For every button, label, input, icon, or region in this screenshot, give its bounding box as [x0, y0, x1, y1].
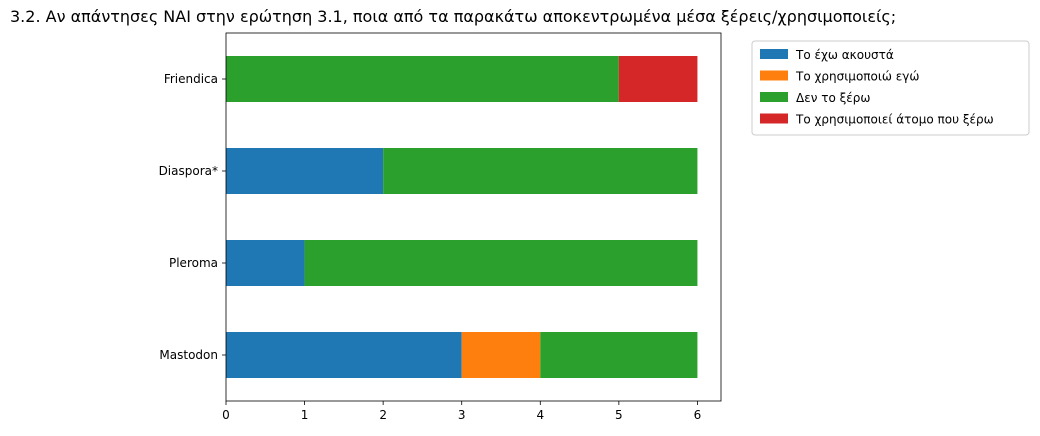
- legend-swatch-1: [760, 70, 788, 81]
- plot-area: 0 1 2 3 4 5 6 Mastodon Pleroma Diaspora* Friendica: [159, 32, 722, 422]
- bar-diaspora-series-0: [226, 148, 384, 194]
- legend-label-1: Το χρησιμοποιώ εγώ: [795, 70, 919, 84]
- bar-diaspora-series-2: [383, 148, 698, 194]
- y-tick-label-2: Diaspora*: [159, 164, 218, 178]
- x-tick-label-0: 0: [222, 408, 230, 422]
- x-tick-label-3: 3: [458, 408, 466, 422]
- bar-mastodon-series-1: [461, 332, 541, 378]
- legend-label-3: Το χρησιμοποιεί άτομο που ξέρω: [795, 113, 994, 127]
- legend-swatch-0: [760, 49, 788, 59]
- legend-swatch-2: [760, 92, 788, 102]
- y-tick-label-3: Friendica: [164, 72, 218, 86]
- x-tick-label-5: 5: [615, 408, 623, 422]
- y-tick-label-0: Mastodon: [159, 348, 218, 362]
- x-tick-label-1: 1: [301, 408, 309, 422]
- bar-friendica-series-3: [618, 56, 698, 102]
- bar-pleroma-series-2: [304, 240, 698, 286]
- legend-swatch-3: [760, 113, 788, 124]
- bar-mastodon-series-0: [226, 332, 462, 378]
- bar-pleroma-series-0: [226, 240, 305, 286]
- x-tick-label-6: 6: [694, 408, 702, 422]
- y-tick-label-1: Pleroma: [169, 256, 218, 270]
- bar-mastodon-series-2: [540, 332, 698, 378]
- x-tick-label-2: 2: [379, 408, 387, 422]
- legend-label-2: Δεν το ξέρω: [796, 91, 870, 105]
- bar-friendica-series-2: [226, 56, 619, 102]
- legend-frame: [751, 40, 1030, 136]
- legend: Το έχω ακουστά Το χρησιμοποιώ εγώ Δεν το ξ…: [751, 40, 1030, 136]
- axes-frame: [225, 32, 722, 402]
- legend-label-0: Το έχω ακουστά: [795, 48, 894, 62]
- chart-title: 3.2. Αν απάντησες ΝΑΙ στην ερώτηση 3.1, …: [10, 7, 896, 26]
- x-tick-label-4: 4: [536, 408, 544, 422]
